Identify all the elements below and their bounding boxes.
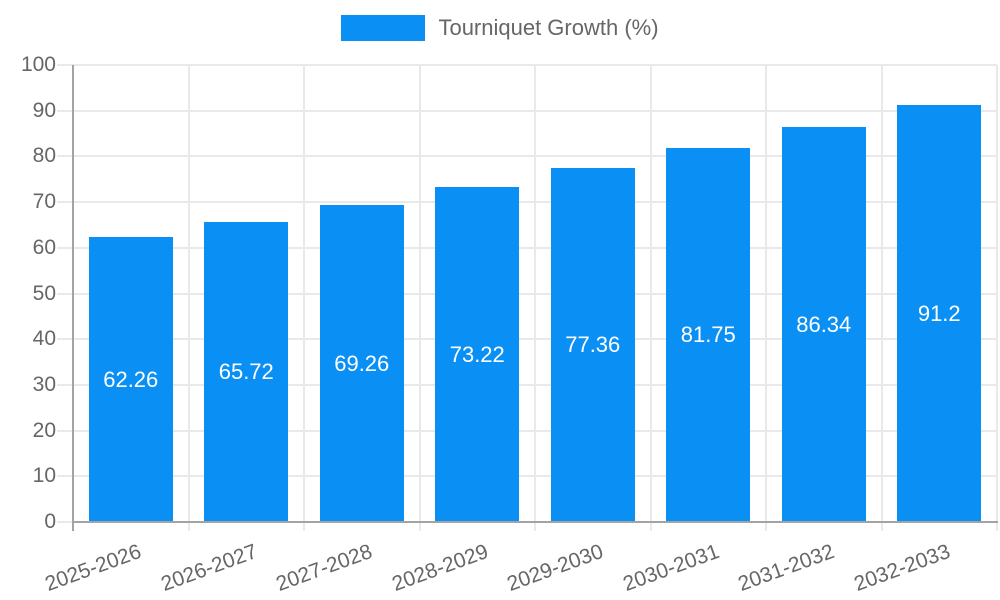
legend: Tourniquet Growth (%) <box>0 15 1000 41</box>
gridline-vertical <box>996 65 998 522</box>
y-axis-tick-label: 80 <box>32 144 56 168</box>
y-axis-tick-label: 20 <box>32 418 56 442</box>
bar-value-label: 86.34 <box>796 311 852 337</box>
x-axis-tick <box>765 522 767 531</box>
x-axis-tick <box>187 522 190 531</box>
y-axis-tick <box>57 201 73 204</box>
x-axis-line <box>72 521 998 523</box>
legend-label: Tourniquet Growth (%) <box>438 15 659 40</box>
y-axis-tick-label: 60 <box>32 235 56 259</box>
gridline-vertical <box>649 65 652 522</box>
bar-value-label: 73.22 <box>449 341 505 367</box>
bar-value-label: 77.36 <box>565 332 621 358</box>
y-axis-tick-label: 10 <box>32 464 56 488</box>
bar-value-label: 62.26 <box>103 366 159 392</box>
gridline-vertical <box>418 65 421 522</box>
y-axis-tick <box>57 521 73 523</box>
gridline-vertical <box>534 65 536 522</box>
x-axis-tick-label: 2030-2031 <box>619 540 723 596</box>
x-axis-tick <box>534 522 536 531</box>
bar[interactable]: 69.26 <box>319 205 404 522</box>
y-axis-tick <box>57 246 73 249</box>
y-axis-tick <box>57 338 73 341</box>
x-axis-tick-label: 2026-2027 <box>157 540 261 596</box>
bar[interactable]: 73.22 <box>435 187 520 522</box>
x-axis-tick-label: 2028-2029 <box>388 540 492 596</box>
bar-value-label: 69.26 <box>334 350 390 376</box>
y-axis-tick <box>57 64 73 66</box>
bar-value-label: 91.2 <box>917 300 961 326</box>
y-axis-tick <box>57 475 73 478</box>
y-axis-tick-label: 50 <box>32 281 56 305</box>
y-axis-tick-label: 90 <box>32 98 56 122</box>
x-axis-tick <box>72 522 74 531</box>
x-axis-tick-label: 2032-2033 <box>850 540 954 596</box>
bar[interactable]: 86.34 <box>781 127 866 522</box>
x-axis-tick <box>880 522 883 531</box>
x-axis-tick <box>649 522 652 531</box>
x-axis-tick-label: 2025-2026 <box>42 540 145 596</box>
y-axis-tick-label: 100 <box>20 53 56 76</box>
x-axis-tick-label: 2031-2032 <box>735 540 838 596</box>
x-axis-tick <box>996 522 998 531</box>
bar-value-label: 81.75 <box>680 322 736 348</box>
bar[interactable]: 65.72 <box>204 221 289 522</box>
y-axis-tick <box>57 292 73 295</box>
plot-area: 0 10 20 30 40 50 60 70 80 90 100 62.26 65.72 69.26 73.… <box>21 53 998 596</box>
gridline-vertical <box>765 65 767 522</box>
y-axis-tick <box>57 109 73 112</box>
bar[interactable]: 91.2 <box>897 105 982 522</box>
bar[interactable]: 62.26 <box>88 237 173 522</box>
x-axis-tick-label: 2027-2028 <box>273 540 376 596</box>
gridline-vertical <box>880 65 883 522</box>
bar[interactable]: 81.75 <box>666 148 751 522</box>
legend-swatch-icon <box>341 15 426 41</box>
bar-value-label: 65.72 <box>218 358 274 384</box>
x-axis-tick <box>418 522 421 531</box>
y-axis-tick-label: 0 <box>44 510 56 533</box>
x-axis-tick <box>303 522 305 531</box>
gridline-vertical <box>303 65 305 522</box>
y-axis-tick-label: 70 <box>32 190 56 214</box>
y-axis-line <box>72 65 74 522</box>
y-axis-tick-label: 40 <box>32 327 56 351</box>
legend-item[interactable]: Tourniquet Growth (%) <box>341 15 659 41</box>
bar[interactable]: 77.36 <box>550 168 635 522</box>
y-axis-tick <box>57 383 73 386</box>
y-axis-tick <box>57 155 73 158</box>
y-axis-tick <box>57 429 73 432</box>
x-axis-tick-label: 2029-2030 <box>504 540 607 596</box>
y-axis-tick-label: 30 <box>32 372 56 396</box>
gridline-vertical <box>187 65 190 522</box>
